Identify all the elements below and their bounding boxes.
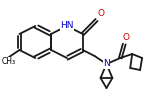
Text: N: N xyxy=(103,59,110,69)
Text: CH₃: CH₃ xyxy=(2,58,16,67)
Text: O: O xyxy=(97,9,104,18)
Text: HN: HN xyxy=(60,22,74,30)
Text: O: O xyxy=(123,33,130,43)
